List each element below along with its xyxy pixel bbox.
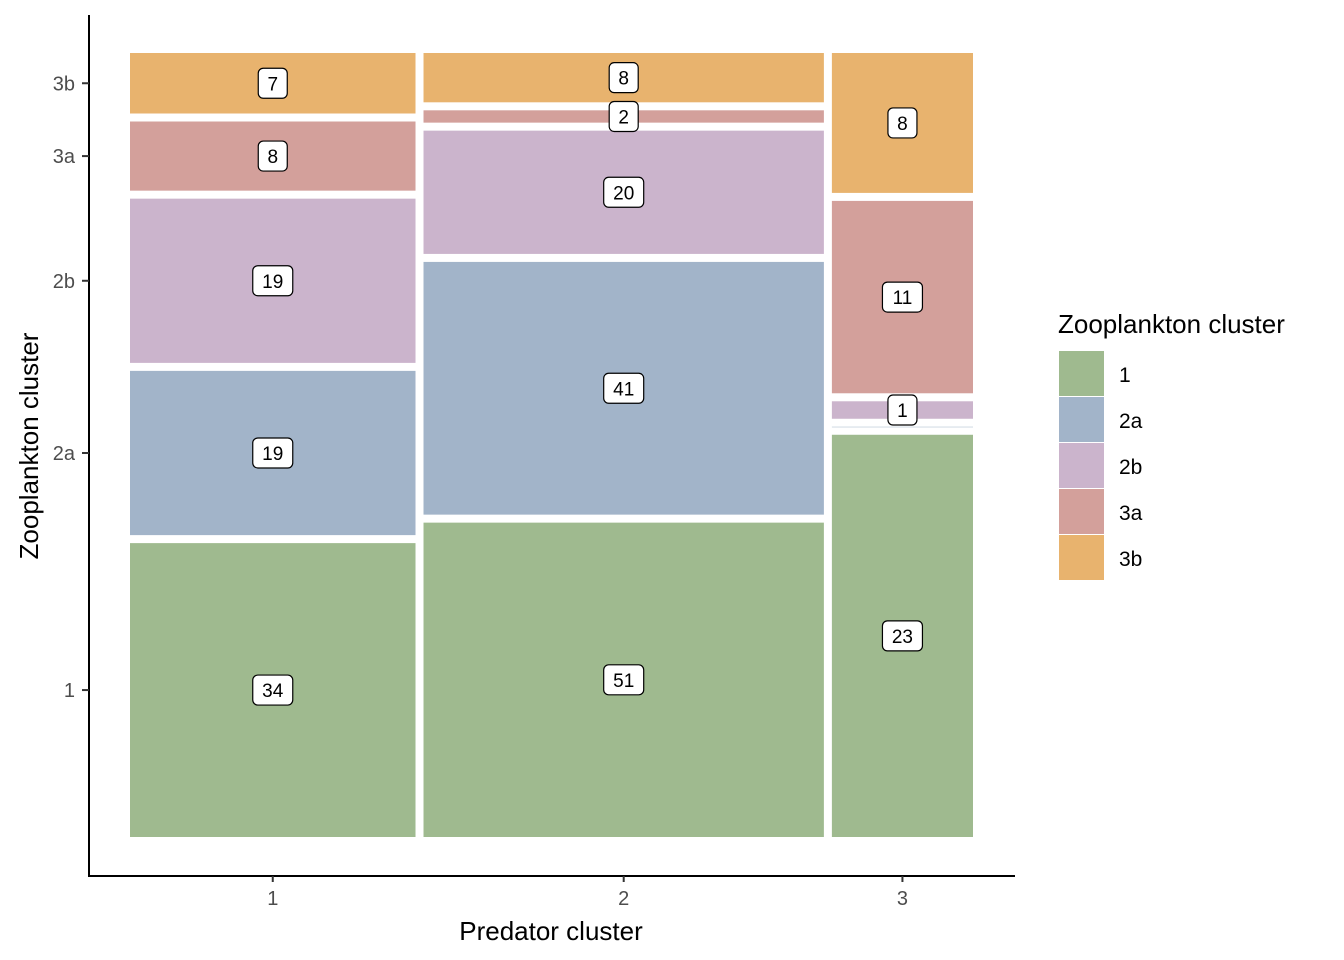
- x-tick-label: 1: [267, 888, 278, 910]
- legend-items: 1 2a 2b 3a 3b: [1059, 351, 1143, 580]
- data-label-box: [603, 372, 645, 404]
- data-label-text: 11: [893, 288, 913, 309]
- legend-item-3a: 3a: [1059, 489, 1143, 534]
- data-label-pred-2-zoo-2a: 41: [603, 372, 645, 404]
- data-label-pred-1-zoo-2a: 19: [252, 437, 294, 469]
- legend-item-2b: 2b: [1059, 443, 1142, 488]
- data-label-text: 19: [262, 444, 283, 465]
- x-tick-label: 2: [618, 888, 629, 910]
- y-tick-label: 2a: [53, 443, 76, 465]
- data-label-box: [252, 265, 294, 297]
- x-tick-label: 3: [897, 888, 908, 910]
- legend-label: 2b: [1119, 456, 1142, 479]
- y-ticks: 1 2a 2b 3a 3b: [53, 73, 89, 702]
- data-label-box: [887, 107, 918, 139]
- x-ticks: 1 2 3: [267, 876, 908, 910]
- legend-label: 3b: [1119, 548, 1142, 571]
- axes: [88, 15, 1015, 877]
- data-label-pred-1-zoo-2b: 19: [252, 265, 294, 297]
- data-label-box: [887, 394, 918, 426]
- legend-item-1: 1: [1059, 351, 1131, 396]
- data-label-box: [881, 281, 924, 313]
- legend-label: 1: [1119, 364, 1131, 387]
- data-label-box: [252, 437, 294, 469]
- data-label-pred-3-zoo-3b: 8: [887, 107, 918, 139]
- x-axis-title: Predator cluster: [459, 916, 643, 946]
- data-label-text: 34: [262, 681, 284, 702]
- legend-title: Zooplankton cluster: [1058, 309, 1285, 339]
- data-label-pred-1-zoo-3a: 8: [257, 140, 288, 172]
- data-label-text: 1: [897, 401, 908, 422]
- data-label-text: 2: [618, 107, 629, 128]
- legend-item-3b: 3b: [1059, 535, 1142, 580]
- data-label-text: 20: [613, 183, 634, 204]
- data-label-text: 51: [613, 671, 634, 692]
- y-tick-label: 2b: [53, 271, 75, 293]
- data-label-pred-3-zoo-2b: 1: [887, 394, 918, 426]
- data-label-box: [257, 140, 288, 172]
- data-label-pred-2-zoo-1: 51: [603, 664, 645, 696]
- tile-pred-3-zoo-2a: [831, 426, 973, 428]
- legend-swatch: [1059, 443, 1104, 488]
- data-label-pred-2-zoo-3b: 8: [608, 62, 639, 94]
- data-label-box: [257, 67, 288, 99]
- legend-swatch: [1059, 351, 1104, 396]
- data-label-pred-1-zoo-3b: 7: [257, 67, 288, 99]
- data-label-box: [608, 62, 639, 94]
- data-label-box: [252, 674, 294, 706]
- data-label-text: 8: [897, 114, 908, 135]
- legend-swatch: [1059, 489, 1104, 534]
- data-label-box: [608, 100, 639, 133]
- y-tick-label: 3b: [53, 73, 75, 95]
- data-label-text: 19: [262, 272, 283, 293]
- data-label-box: [603, 664, 645, 696]
- y-axis-title: Zooplankton cluster: [14, 332, 44, 559]
- legend-label: 2a: [1119, 410, 1143, 433]
- y-tick-label: 1: [64, 680, 75, 702]
- data-label-pred-2-zoo-2b: 20: [603, 176, 645, 208]
- mosaic-tiles: [130, 53, 973, 837]
- y-tick-label: 3a: [53, 146, 76, 168]
- data-label-pred-3-zoo-1: 23: [881, 620, 924, 652]
- legend-swatch: [1059, 535, 1104, 580]
- data-label-text: 23: [892, 627, 913, 648]
- legend-label: 3a: [1119, 502, 1143, 525]
- legend-swatch: [1059, 397, 1104, 442]
- data-label-text: 8: [267, 147, 278, 168]
- legend: Zooplankton cluster 1 2a 2b 3a 3b: [1058, 309, 1285, 580]
- data-label-text: 8: [618, 69, 629, 90]
- data-label-text: 41: [613, 379, 634, 400]
- data-label-box: [881, 620, 924, 652]
- legend-item-2a: 2a: [1059, 397, 1143, 442]
- data-label-pred-3-zoo-3a: 11: [881, 281, 924, 313]
- data-label-pred-1-zoo-1: 34: [252, 674, 294, 706]
- data-label-box: [603, 176, 645, 208]
- data-label-pred-2-zoo-3a: 2: [608, 100, 639, 133]
- data-label-text: 7: [267, 74, 278, 95]
